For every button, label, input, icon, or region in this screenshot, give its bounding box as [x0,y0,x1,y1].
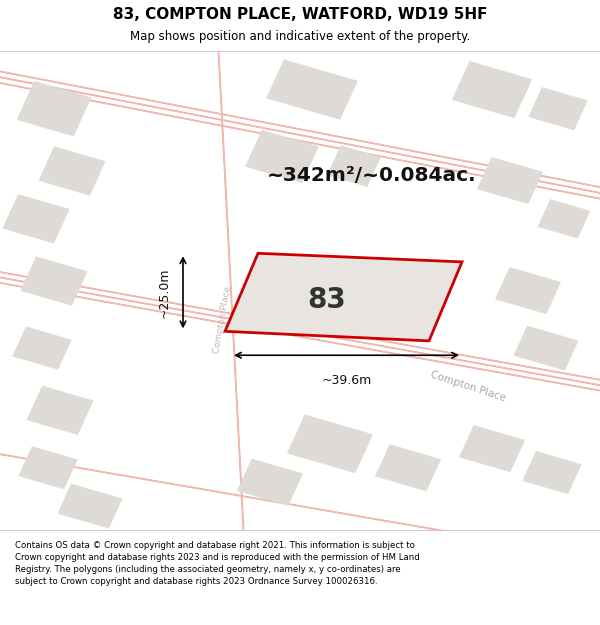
Polygon shape [538,199,590,238]
Polygon shape [0,66,600,204]
Text: Compton Place: Compton Place [212,285,232,354]
Text: Compton Place: Compton Place [429,369,507,403]
Text: ~39.6m: ~39.6m [322,374,371,388]
Polygon shape [0,422,600,590]
Polygon shape [287,415,373,472]
Polygon shape [21,257,87,305]
Polygon shape [3,194,69,243]
Polygon shape [19,447,77,489]
Polygon shape [0,243,600,419]
Polygon shape [514,326,578,370]
Polygon shape [0,444,600,569]
Polygon shape [186,2,276,579]
Text: 83, COMPTON PLACE, WATFORD, WD19 5HF: 83, COMPTON PLACE, WATFORD, WD19 5HF [113,7,487,22]
Polygon shape [17,81,91,136]
Text: Map shows position and indicative extent of the property.: Map shows position and indicative extent… [130,31,470,43]
Polygon shape [58,484,122,528]
Polygon shape [238,459,302,505]
Polygon shape [0,0,164,124]
Polygon shape [216,3,246,578]
Polygon shape [452,61,532,118]
Polygon shape [478,158,542,204]
Text: ~25.0m: ~25.0m [158,267,171,318]
Text: ~342m²/~0.084ac.: ~342m²/~0.084ac. [267,166,477,185]
Polygon shape [245,131,319,182]
Polygon shape [0,43,600,227]
Polygon shape [529,88,587,130]
Polygon shape [225,253,462,341]
Polygon shape [460,426,524,472]
Polygon shape [421,0,600,122]
Polygon shape [266,60,358,119]
Polygon shape [13,327,71,369]
Text: 83: 83 [308,286,346,314]
Polygon shape [376,444,440,491]
Polygon shape [0,266,600,396]
Polygon shape [523,451,581,494]
Polygon shape [0,66,600,204]
Polygon shape [328,146,380,186]
Polygon shape [0,66,600,204]
Polygon shape [496,268,560,314]
Polygon shape [39,147,105,195]
Polygon shape [0,266,600,396]
Polygon shape [0,266,600,396]
Text: Contains OS data © Crown copyright and database right 2021. This information is : Contains OS data © Crown copyright and d… [15,541,420,586]
Polygon shape [27,386,93,434]
